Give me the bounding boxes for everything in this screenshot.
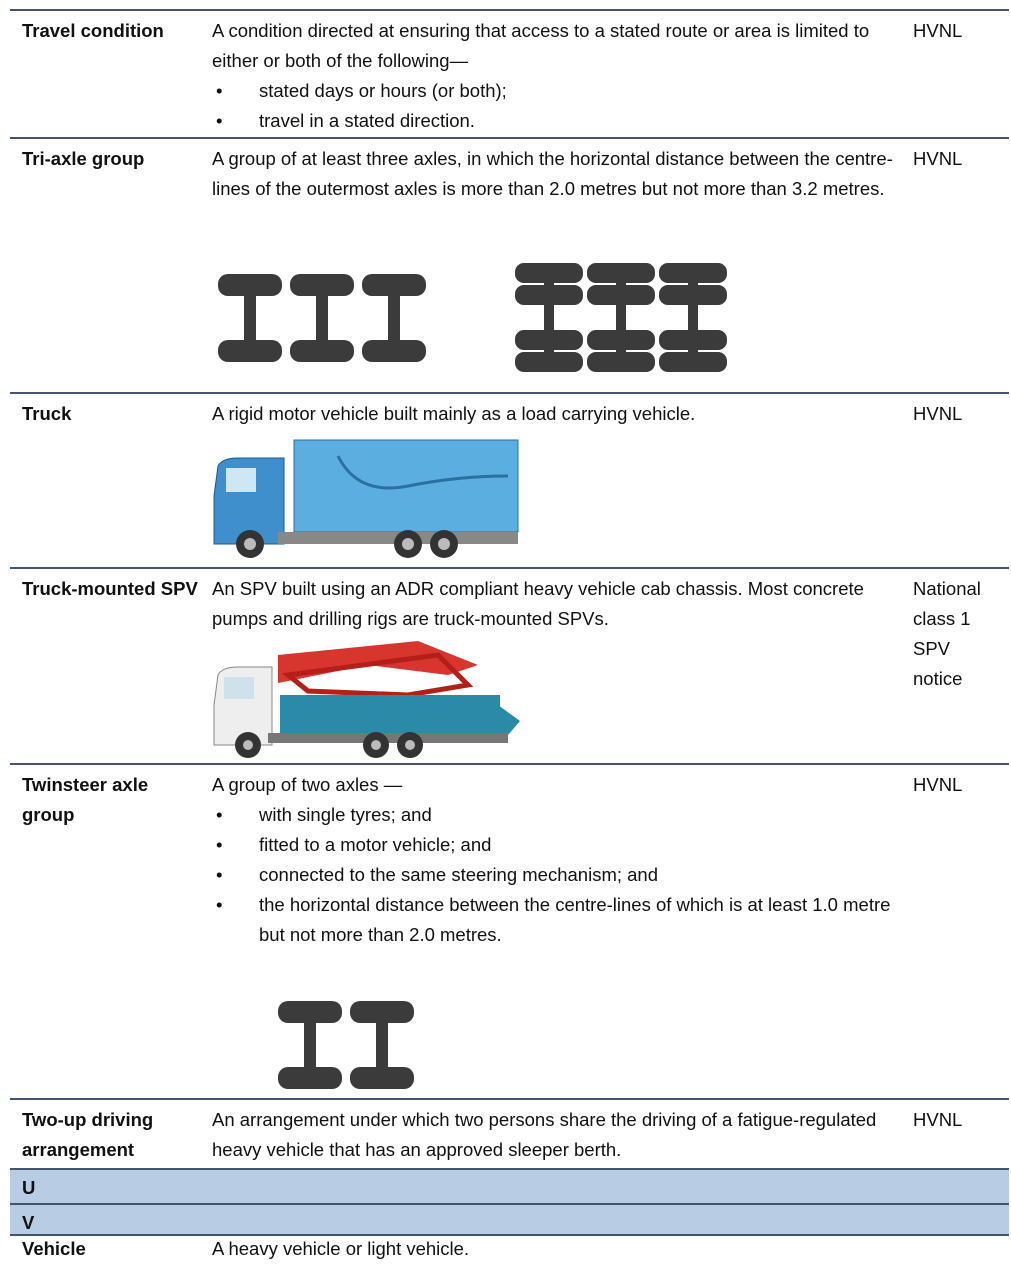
bullet: travel in a stated direction. (212, 106, 902, 136)
definition-text: A rigid motor vehicle built mainly as a … (212, 403, 696, 424)
term: Two-up driving arrangement (22, 1109, 154, 1160)
term: Tri-axle group (22, 148, 145, 169)
definition: A heavy vehicle or light vehicle. (212, 1234, 902, 1264)
bullet-list: with single tyres; and fitted to a motor… (212, 800, 902, 950)
source: National class 1 SPV notice (913, 578, 981, 689)
section-row: U (10, 1168, 1009, 1205)
source: HVNL (913, 1109, 963, 1130)
source: HVNL (913, 148, 963, 169)
definition-text: An SPV built using an ADR compliant heav… (212, 578, 864, 629)
page: {"rows": [ {"term": "Travel condition", … (0, 0, 1011, 1248)
source: HVNL (913, 403, 963, 424)
definition: A condition directed at ensuring that ac… (212, 16, 902, 136)
bullet-list: stated days or hours (or both); travel i… (212, 76, 902, 136)
source: HVNL (913, 774, 963, 795)
row: Two-up driving arrangement An arrangemen… (10, 1098, 1009, 1170)
truck-mounted-spv-illustration (213, 641, 520, 758)
row: Travel condition A condition directed at… (10, 9, 1009, 139)
twinsteer-illustration (278, 1001, 414, 1089)
definition-text: A group of at least three axles, in whic… (212, 148, 893, 199)
row: Vehicle A heavy vehicle or light vehicle… (10, 1234, 1009, 1274)
row: Tri-axle group A group of at least three… (10, 137, 1009, 394)
definition: A group of two axles — with single tyres… (212, 770, 902, 950)
row: Truck A rigid motor vehicle built mainly… (10, 392, 1009, 569)
section-letter: V (22, 1212, 35, 1233)
definition: An arrangement under which two persons s… (212, 1105, 902, 1165)
term: Truck (22, 403, 72, 424)
source: HVNL (913, 20, 963, 41)
term: Twinsteer axle group (22, 774, 149, 825)
tri-axle-illustration (218, 263, 727, 372)
term: Travel condition (22, 20, 164, 41)
definition-text: A group of two axles — (212, 774, 403, 795)
bullet: stated days or hours (or both); (212, 76, 902, 106)
definition: An SPV built using an ADR compliant heav… (212, 574, 902, 634)
section-letter: U (22, 1177, 36, 1198)
bullet: the horizontal distance between the cent… (212, 890, 902, 950)
bullet: fitted to a motor vehicle; and (212, 830, 902, 860)
section-row: V (10, 1203, 1009, 1236)
row: Twinsteer axle group A group of two axle… (10, 763, 1009, 1100)
bullet: with single tyres; and (212, 800, 902, 830)
definition-text: An arrangement under which two persons s… (212, 1109, 877, 1160)
bullet: connected to the same steering mechanism… (212, 860, 902, 890)
definition: A group of at least three axles, in whic… (212, 144, 902, 204)
term: Vehicle (22, 1238, 86, 1259)
truck-illustration (213, 439, 519, 558)
row: Truck-mounted SPV An SPV built using an … (10, 567, 1009, 765)
term: Truck-mounted SPV (22, 578, 198, 599)
definition-text: A condition directed at ensuring that ac… (212, 20, 870, 71)
definition-text: A heavy vehicle or light vehicle. (212, 1238, 470, 1259)
definition: A rigid motor vehicle built mainly as a … (212, 399, 902, 429)
